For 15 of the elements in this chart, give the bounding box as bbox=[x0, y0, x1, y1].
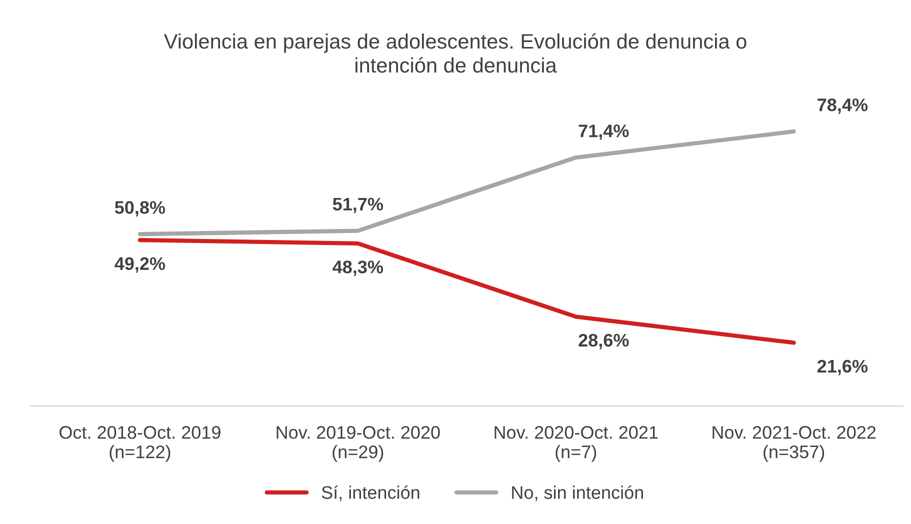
legend-label: Sí, intención bbox=[322, 485, 420, 502]
data-label: 50,8% bbox=[114, 201, 166, 217]
x-tick-label: Nov. 2019-Oct. 2020 (n=29) bbox=[276, 426, 440, 462]
x-tick-label: Nov. 2020-Oct. 2021 (n=7) bbox=[494, 426, 658, 462]
data-label: 71,4% bbox=[578, 124, 629, 140]
data-label: 21,6% bbox=[817, 360, 868, 376]
data-label: 49,2% bbox=[114, 257, 166, 273]
data-label: 78,4% bbox=[818, 98, 868, 114]
data-label: 28,6% bbox=[578, 334, 629, 350]
data-label: 51,7% bbox=[332, 198, 384, 214]
legend-label: No, sin intención bbox=[512, 485, 643, 502]
chart-title: Violencia en parejas de adolescentes. Evolución de denuncia o intención de denuncia bbox=[164, 33, 746, 73]
x-tick-label: Oct. 2018-Oct. 2019 (n=122) bbox=[60, 426, 220, 462]
data-label: 48,3% bbox=[332, 260, 384, 276]
x-tick-label: Nov. 2021-Oct. 2022 (n=357) bbox=[712, 426, 876, 462]
